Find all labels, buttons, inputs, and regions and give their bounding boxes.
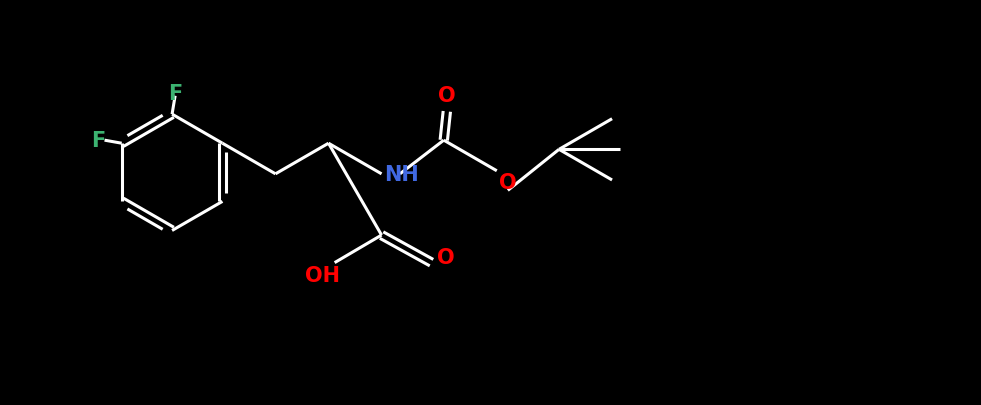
- Text: O: O: [438, 86, 455, 106]
- Text: F: F: [168, 83, 182, 103]
- Text: OH: OH: [305, 265, 339, 285]
- Text: O: O: [437, 247, 454, 267]
- Text: NH: NH: [385, 164, 419, 184]
- Text: F: F: [91, 131, 106, 151]
- Text: O: O: [499, 173, 517, 192]
